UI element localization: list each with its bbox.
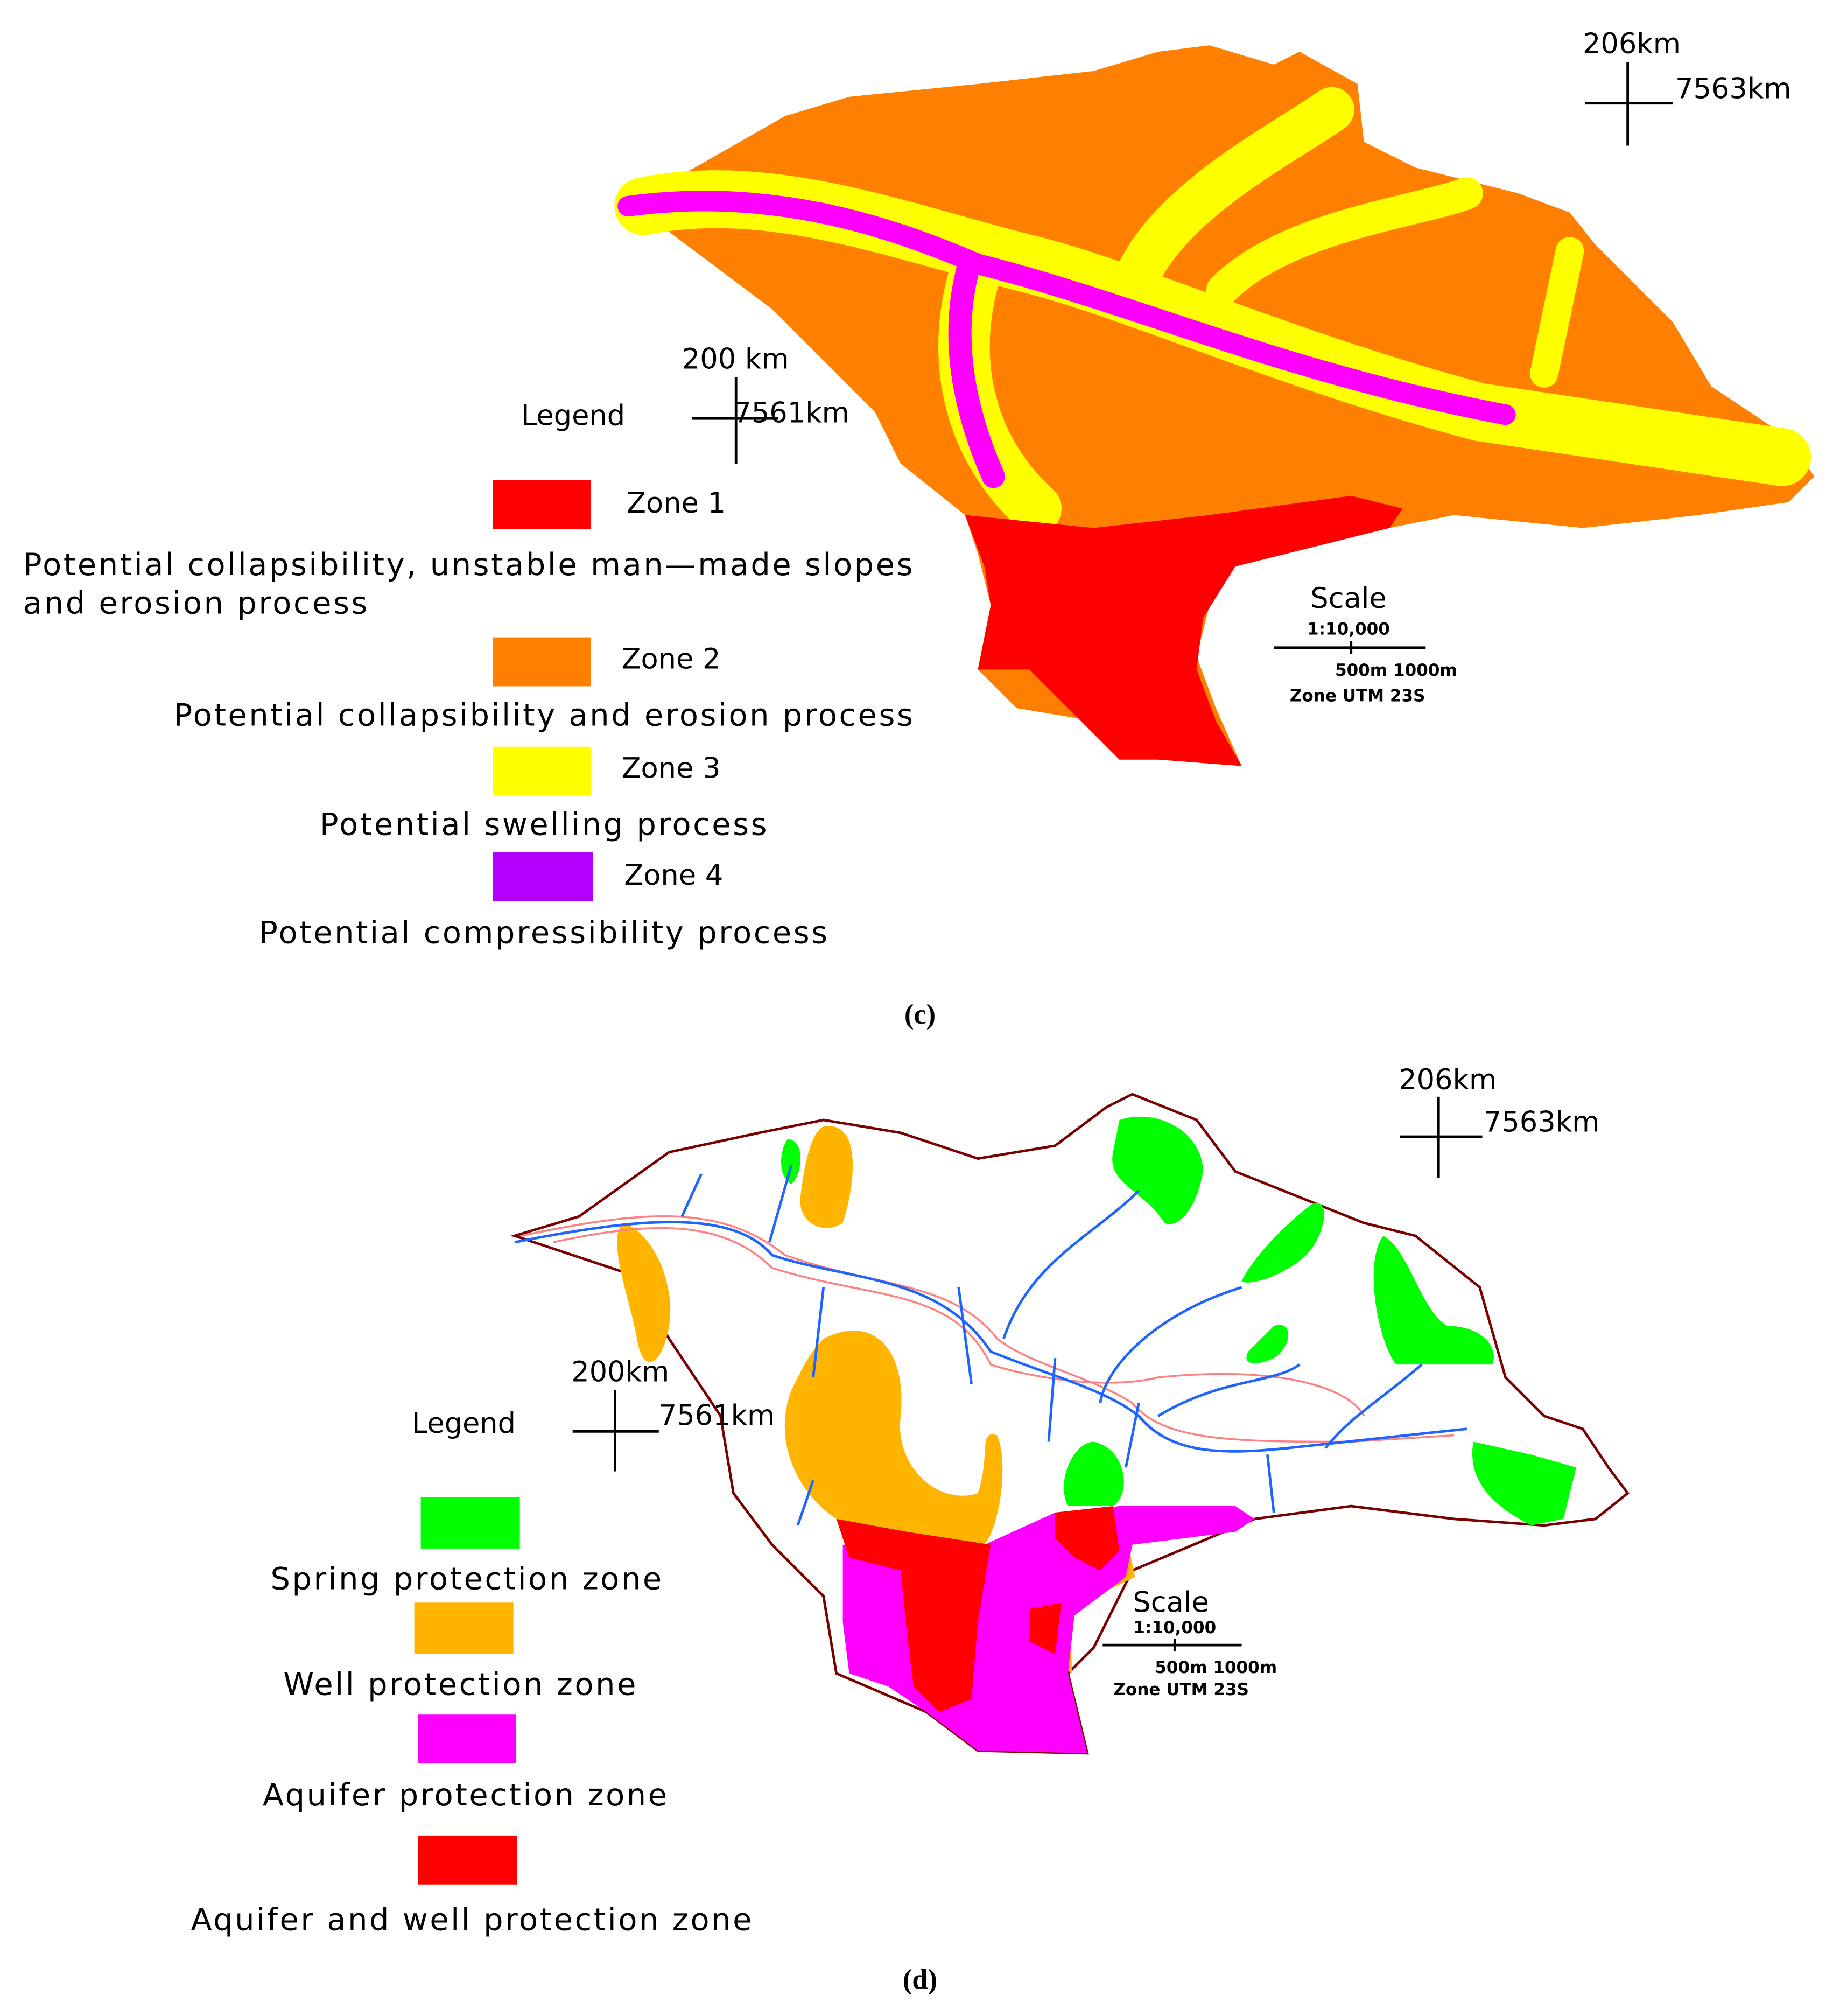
scale-zone: Zone UTM 23S [1290, 687, 1425, 706]
coord-label: 7561km [733, 397, 849, 430]
legend-swatch [418, 1714, 516, 1764]
catchment-outline [510, 1093, 1630, 1755]
scale-marks: 500m 1000m [1335, 661, 1457, 680]
coord-label: 206km [1583, 27, 1681, 60]
legend-description: Potential collapsibility, unstable man—m… [23, 547, 915, 583]
legend-description: Aquifer protection zone [263, 1777, 669, 1813]
scale-ratio: 1:10,000 [1307, 619, 1390, 639]
legend-swatch [420, 1497, 520, 1549]
scale-ratio: 1:10,000 [1133, 1618, 1216, 1637]
coord-label: 7563km [1484, 1106, 1599, 1139]
zone-4-area [617, 191, 1516, 488]
road [521, 1215, 1455, 1443]
river [514, 1164, 1467, 1526]
map-d [510, 1093, 1630, 1755]
legend-description: Potential swelling process [320, 807, 769, 843]
legend-description: Potential collapsibility and erosion pro… [174, 697, 915, 733]
coord-label: 206km [1399, 1063, 1497, 1096]
scale-marks: 500m 1000m [1155, 1658, 1277, 1677]
legend-swatch [493, 480, 591, 529]
legend-swatch [493, 637, 591, 687]
legend-title: Legend [521, 400, 625, 432]
spring-zone [781, 1116, 1577, 1525]
coord-label: 200 km [682, 342, 789, 375]
legend-swatch [418, 1835, 517, 1885]
scale-title: Scale [1133, 1586, 1209, 1619]
map-c [614, 45, 1815, 766]
zone-1-area [965, 495, 1403, 766]
scale-zone: Zone UTM 23S [1113, 1680, 1249, 1699]
legend-label: Zone 3 [621, 752, 720, 785]
caption: (c) [904, 999, 936, 1030]
legend-label: Zone 1 [627, 487, 726, 520]
legend-description: Spring protection zone [270, 1560, 663, 1597]
scale-title: Scale [1310, 582, 1386, 615]
caption: (d) [903, 1964, 937, 1995]
legend-swatch [493, 746, 591, 796]
legend-swatch [493, 852, 593, 901]
coord-label: 200km [571, 1355, 669, 1388]
legend-description: Well protection zone [283, 1666, 638, 1702]
legend-label: Zone 2 [621, 642, 720, 675]
coord-label: 7561km [659, 1399, 775, 1432]
legend-swatch [414, 1602, 514, 1654]
legend-title: Legend [412, 1407, 516, 1440]
coord-label: 7563km [1675, 72, 1791, 105]
legend-description: Potential compressibility process [259, 914, 829, 950]
legend-description: Aquifer and well protection zone [191, 1902, 754, 1938]
legend-label: Zone 4 [624, 859, 723, 892]
aquifer-well-zone [836, 1506, 1120, 1712]
legend-description: and erosion process [23, 585, 369, 621]
